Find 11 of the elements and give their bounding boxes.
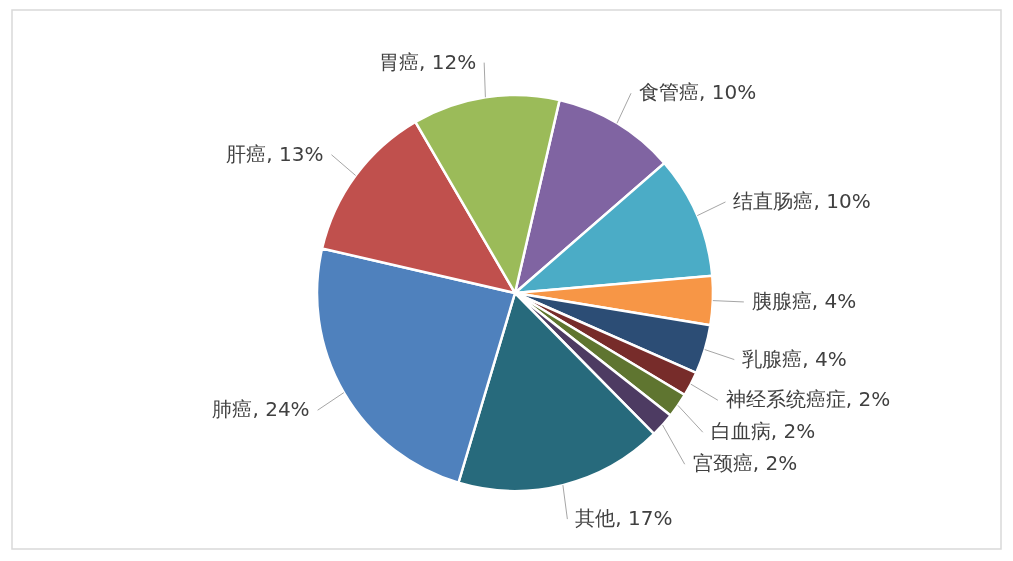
- slice-label: 肺癌, 24%: [212, 397, 310, 422]
- slice-label: 宫颈癌, 2%: [692, 451, 798, 476]
- slice-label: 神经系统癌症, 2%: [725, 387, 891, 412]
- slice-label: 食管癌, 10%: [639, 80, 757, 105]
- slice-label: 肝癌, 13%: [226, 141, 324, 166]
- slice-label: 胃癌, 12%: [378, 49, 477, 74]
- slice-label: 结直肠癌, 10%: [733, 188, 871, 213]
- slice-label: 白血病, 2%: [710, 419, 816, 444]
- slice-label: 胰腺癌, 4%: [751, 288, 857, 313]
- slice-label: 其他, 17%: [575, 506, 673, 531]
- slice-label: 乳腺癌, 4%: [742, 346, 847, 371]
